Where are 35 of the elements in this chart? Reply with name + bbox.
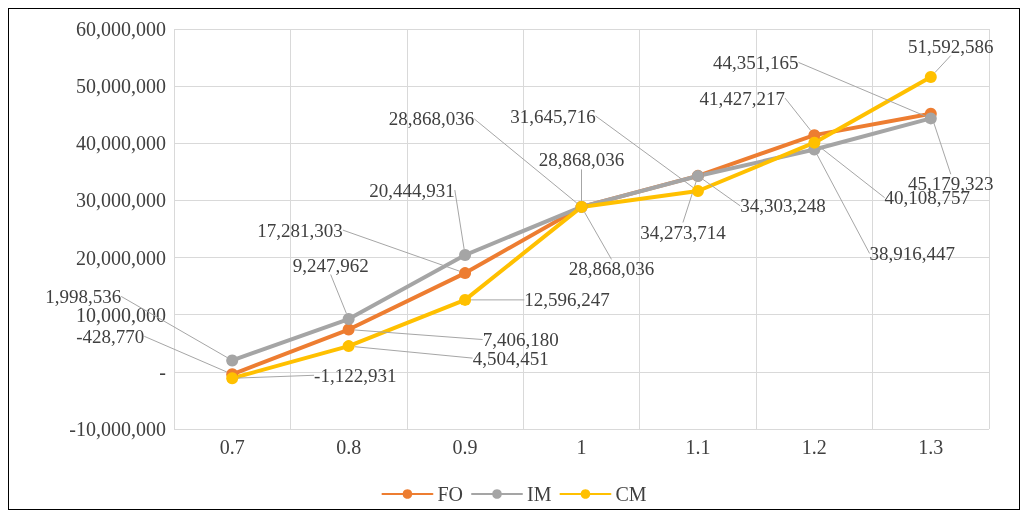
data-label: 28,868,036 xyxy=(538,149,625,171)
data-label: 7,406,180 xyxy=(482,329,559,351)
legend-label: FO xyxy=(437,483,464,505)
data-label: -1,122,931 xyxy=(314,364,397,386)
data-label: 28,868,036 xyxy=(568,258,655,280)
data-label: 51,592,586 xyxy=(908,35,994,57)
y-tick-label: - xyxy=(159,360,166,383)
data-label: 38,916,447 xyxy=(869,242,956,264)
x-tick-label: 1.2 xyxy=(801,436,827,458)
x-tick-label: 1.3 xyxy=(918,436,944,458)
data-label: 20,444,931 xyxy=(369,179,455,201)
x-tick-label: 0.8 xyxy=(336,436,362,458)
data-label: 1,998,536 xyxy=(45,285,122,307)
data-label: 9,247,962 xyxy=(292,254,369,276)
data-label: 34,303,248 xyxy=(740,195,826,217)
data-label: 17,281,303 xyxy=(257,219,343,241)
data-label: 44,351,165 xyxy=(713,51,799,73)
x-tick-label: 0.9 xyxy=(452,436,478,458)
y-tick-label: 50,000,000 xyxy=(76,75,166,98)
data-label: -428,770 xyxy=(76,325,145,347)
y-tick-label: 20,000,000 xyxy=(76,246,166,269)
y-tick-label: 40,000,000 xyxy=(76,132,166,155)
data-label: 12,596,247 xyxy=(524,289,610,311)
data-label: 34,273,714 xyxy=(640,221,727,243)
data-label: 31,645,716 xyxy=(510,105,596,127)
legend-label: IM xyxy=(527,483,552,505)
data-label: 41,427,217 xyxy=(699,87,786,109)
legend-label: CM xyxy=(615,483,647,505)
y-tick-label: 30,000,000 xyxy=(76,189,166,212)
x-tick-label: 0.7 xyxy=(219,436,245,458)
x-tick-label: 1.1 xyxy=(685,436,711,458)
x-tick-label: 1 xyxy=(576,436,587,458)
data-label: 28,868,036 xyxy=(388,108,475,130)
y-tick-label: -10,000,000 xyxy=(69,418,166,440)
y-tick-label: 60,000,000 xyxy=(76,18,166,40)
